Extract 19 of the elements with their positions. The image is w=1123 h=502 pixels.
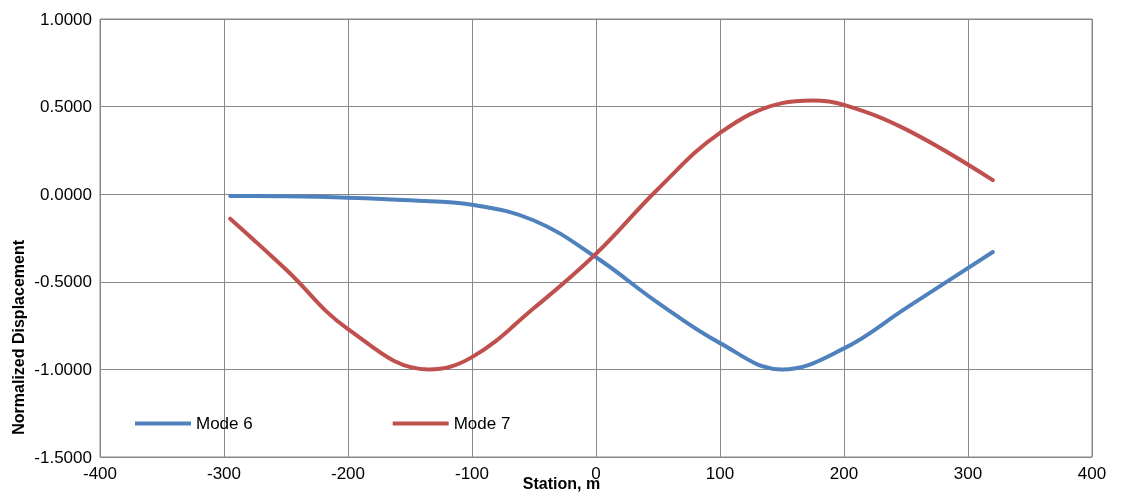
x-tick-label: -100 bbox=[454, 464, 490, 483]
y-tick-label: 0.5000 bbox=[40, 97, 92, 117]
y-tick-label: -1.5000 bbox=[34, 447, 92, 467]
y-tick-label: 0.0000 bbox=[40, 184, 92, 204]
x-tick-label: 300 bbox=[953, 464, 983, 483]
legend-label: Mode 7 bbox=[453, 414, 511, 433]
x-tick-label: -200 bbox=[330, 464, 366, 483]
y-tick-label: 1.0000 bbox=[40, 9, 92, 29]
x-tick-label: 200 bbox=[829, 464, 859, 483]
y-tick-label: -0.5000 bbox=[34, 272, 92, 292]
line-series bbox=[228, 98, 995, 372]
x-tick-label: -300 bbox=[206, 464, 242, 483]
x-tick-label: 400 bbox=[1077, 464, 1107, 483]
x-tick-label: 100 bbox=[705, 464, 735, 483]
y-tick-label: -1.0000 bbox=[34, 359, 92, 379]
y-axis-title: Normalized Displacement bbox=[9, 239, 27, 435]
x-tick-label: -400 bbox=[82, 464, 118, 483]
line-series bbox=[228, 193, 995, 372]
legend-label: Mode 6 bbox=[196, 414, 253, 433]
